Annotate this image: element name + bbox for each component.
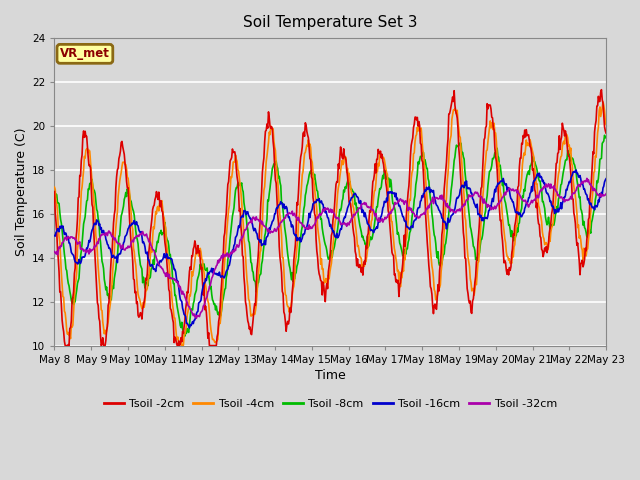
Y-axis label: Soil Temperature (C): Soil Temperature (C) xyxy=(15,128,28,256)
Title: Soil Temperature Set 3: Soil Temperature Set 3 xyxy=(243,15,417,30)
Text: VR_met: VR_met xyxy=(60,48,110,60)
Legend: Tsoil -2cm, Tsoil -4cm, Tsoil -8cm, Tsoil -16cm, Tsoil -32cm: Tsoil -2cm, Tsoil -4cm, Tsoil -8cm, Tsoi… xyxy=(99,394,561,413)
X-axis label: Time: Time xyxy=(315,369,346,382)
